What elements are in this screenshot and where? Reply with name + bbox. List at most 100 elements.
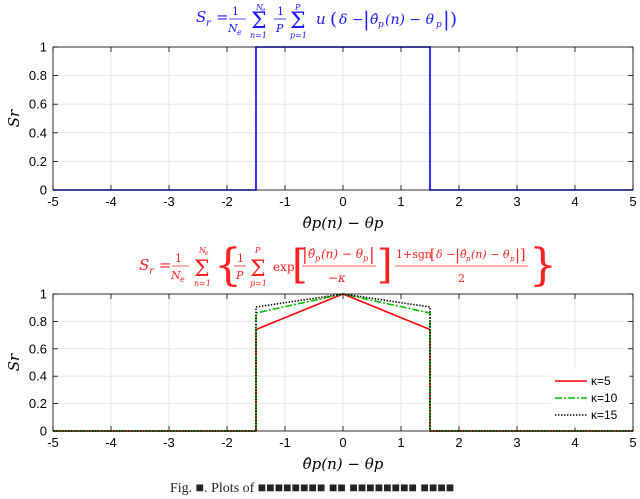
top-y-tick-label: 0.4 <box>29 125 47 140</box>
svg-text:[: [ <box>292 242 308 288</box>
bottom-y-tick-label: 0 <box>40 424 47 439</box>
bottom-y-axis-label: Sr <box>5 353 23 371</box>
svg-text:e: e <box>237 28 242 37</box>
svg-text:δ −: δ − <box>436 248 455 261</box>
bottom-x-tick-label: 1 <box>397 435 404 450</box>
svg-text:N: N <box>198 246 207 255</box>
svg-text:P: P <box>254 246 261 255</box>
svg-text:e: e <box>205 250 209 257</box>
svg-text:}: } <box>529 240 557 291</box>
svg-text:Σ: Σ <box>194 257 210 282</box>
svg-text:]: ] <box>377 242 393 288</box>
top-y-tick-label: 0 <box>40 183 47 198</box>
bottom-y-tick-label: 0.8 <box>29 314 47 329</box>
svg-text:p=1: p=1 <box>250 279 267 288</box>
svg-text:P: P <box>275 22 284 35</box>
svg-text:N: N <box>170 269 181 282</box>
top-x-tick-label: -3 <box>163 194 175 209</box>
svg-text:(n) − θ: (n) − θ <box>471 248 510 261</box>
svg-text:r: r <box>149 266 155 277</box>
svg-text:1: 1 <box>237 252 244 265</box>
svg-text:S: S <box>196 8 206 26</box>
svg-text:|: | <box>455 246 460 264</box>
svg-text:|: | <box>363 7 370 32</box>
svg-text:P: P <box>235 269 244 282</box>
svg-text:p: p <box>363 254 368 263</box>
svg-text:|: | <box>515 246 520 264</box>
svg-text:=: = <box>159 256 172 274</box>
top-x-tick-label: 0 <box>339 194 346 209</box>
bottom-legend-label-1: κ=5 <box>591 374 611 388</box>
top-y-tick-label: 0.6 <box>29 97 47 112</box>
svg-text:): ) <box>450 9 457 30</box>
bottom-x-tick-label: 3 <box>513 435 520 450</box>
svg-text:θ̂: θ̂ <box>460 248 467 261</box>
svg-text:(n) − θ: (n) − θ <box>385 12 435 28</box>
svg-text:[: [ <box>430 247 435 263</box>
top-x-axis-label: θ̂p(n) − θp <box>303 214 384 232</box>
bottom-x-tick-label: -5 <box>47 435 59 450</box>
figure-caption: Fig. ■. Plots of ■■■■■■■■ ■■ ■■■■■■■■ ■■… <box>170 481 454 496</box>
svg-text:r: r <box>206 18 212 29</box>
top-x-tick-label: -1 <box>279 194 291 209</box>
svg-text:]: ] <box>520 247 525 263</box>
svg-text:P: P <box>294 3 301 12</box>
top-chart-plot: -5 -4 -3 -2 -1 0 1 2 3 4 5 0 0.2 0.4 0.6 0.8 1 θ̂p(n) − θ… <box>5 40 637 233</box>
bottom-y-tick-label: 0.4 <box>29 369 47 384</box>
svg-text:p: p <box>436 20 442 30</box>
svg-text:(: ( <box>330 9 337 30</box>
svg-text:θ̂: θ̂ <box>370 12 379 28</box>
svg-text:p: p <box>510 255 515 263</box>
svg-text:u: u <box>316 10 326 28</box>
svg-text:|: | <box>443 7 450 32</box>
bottom-x-tick-label: 2 <box>455 435 462 450</box>
top-x-tick-label: 2 <box>455 194 462 209</box>
svg-text:1: 1 <box>232 5 239 18</box>
bottom-x-tick-label: -4 <box>105 435 117 450</box>
bottom-x-tick-label: 4 <box>571 435 578 450</box>
svg-text:p: p <box>315 254 320 263</box>
svg-text:1: 1 <box>277 5 284 18</box>
top-x-tick-label: 5 <box>629 194 636 209</box>
bottom-legend: κ=5 κ=10 κ=15 <box>550 368 630 428</box>
svg-text:=: = <box>216 8 229 26</box>
top-x-tick-label: 4 <box>571 194 578 209</box>
svg-text:n=1: n=1 <box>194 279 211 288</box>
top-y-axis-label: Sr <box>5 109 23 127</box>
svg-text:δ −: δ − <box>339 12 364 28</box>
svg-text:exp: exp <box>273 260 295 274</box>
svg-text:Σ: Σ <box>290 9 306 34</box>
bottom-y-tick-label: 1 <box>40 287 47 302</box>
svg-text:1: 1 <box>175 252 182 265</box>
top-y-tick-label: 1 <box>40 40 47 55</box>
bottom-y-tick-label: 0.2 <box>29 396 47 411</box>
svg-text:−κ: −κ <box>328 271 346 285</box>
top-x-tick-label: -5 <box>47 194 59 209</box>
bottom-legend-label-3: κ=15 <box>591 408 618 422</box>
svg-text:S: S <box>139 256 149 274</box>
bottom-chart-plot: -5 -4 -3 -2 -1 0 1 2 3 4 5 0 0.2 0.4 0.6 0.8 1 θ̂p(n) − θ… <box>5 287 637 474</box>
top-x-tick-label: -2 <box>221 194 233 209</box>
bottom-x-tick-label: -3 <box>163 435 175 450</box>
svg-text:Σ: Σ <box>250 257 266 282</box>
svg-text:2: 2 <box>458 272 465 285</box>
top-x-tick-label: -4 <box>105 194 117 209</box>
bottom-x-axis-label: θ̂p(n) − θp <box>303 455 384 473</box>
top-x-tick-label: 3 <box>513 194 520 209</box>
top-y-tick-label: 0.8 <box>29 68 47 83</box>
bottom-x-tick-label: 5 <box>629 435 636 450</box>
svg-text:p: p <box>378 20 384 30</box>
svg-text:{: { <box>214 240 242 291</box>
bottom-y-tick-label: 0.6 <box>29 341 47 356</box>
svg-text:(n) − θ: (n) − θ <box>321 247 364 261</box>
svg-text:N: N <box>227 22 238 35</box>
bottom-x-tick-label: -2 <box>221 435 233 450</box>
bottom-x-tick-label: 0 <box>339 435 346 450</box>
svg-text:e: e <box>262 7 266 14</box>
top-x-tick-label: 1 <box>397 194 404 209</box>
svg-text:n=1: n=1 <box>250 31 267 40</box>
svg-text:N: N <box>255 3 264 12</box>
